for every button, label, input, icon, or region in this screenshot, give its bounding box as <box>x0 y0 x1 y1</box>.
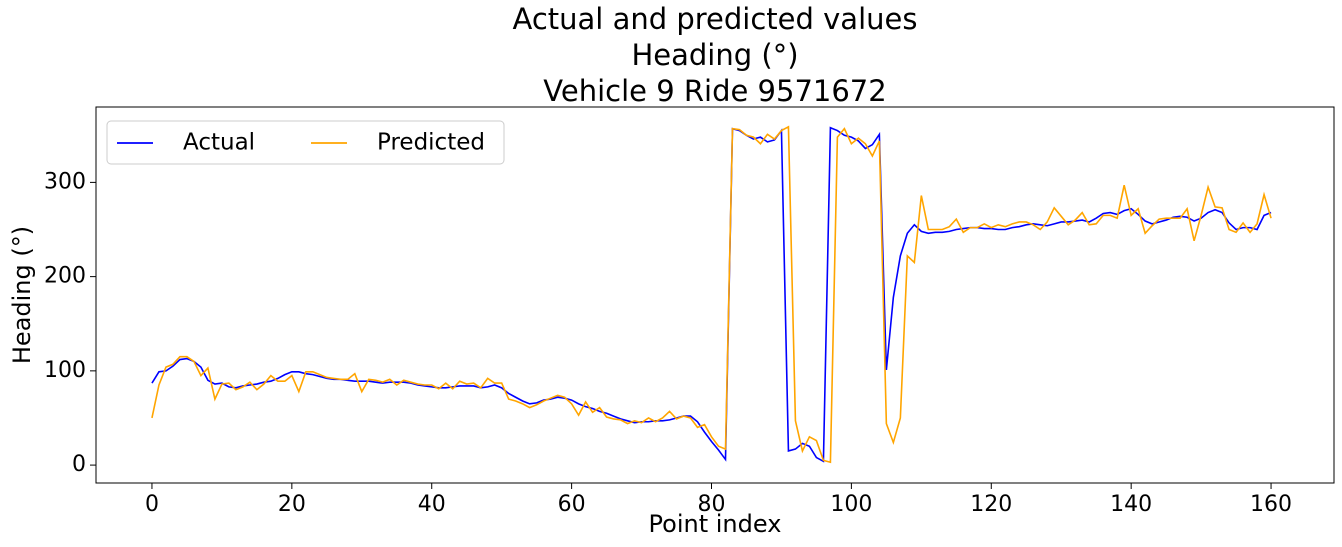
data-line <box>151 126 1272 463</box>
legend-label: Predicted <box>377 130 485 156</box>
chart-title: Actual and predicted values <box>513 2 918 36</box>
data-line <box>151 125 1272 464</box>
y-tick-label: 100 <box>44 358 86 383</box>
x-tick-label: 100 <box>830 492 872 517</box>
y-tick-label: 200 <box>44 264 86 289</box>
legend-label: Actual <box>183 130 255 156</box>
x-tick-label: 60 <box>558 492 586 517</box>
x-tick-label: 80 <box>698 492 726 517</box>
x-axis-label: Point index <box>649 510 782 538</box>
chart-title: Heading (°) <box>631 38 798 72</box>
y-tick-label: 0 <box>72 452 86 477</box>
x-tick-label: 140 <box>1110 492 1152 517</box>
legend-box <box>106 120 505 165</box>
chart-title: Vehicle 9 Ride 9571672 <box>543 74 886 108</box>
x-tick-label: 20 <box>278 492 306 517</box>
plot-frame <box>95 106 1335 484</box>
y-tick-label: 300 <box>44 169 86 194</box>
x-tick-label: 40 <box>418 492 446 517</box>
x-tick-label: 160 <box>1250 492 1292 517</box>
x-tick-label: 120 <box>970 492 1012 517</box>
y-axis-label: Heading (°) <box>8 226 36 364</box>
x-tick-label: 0 <box>145 492 159 517</box>
